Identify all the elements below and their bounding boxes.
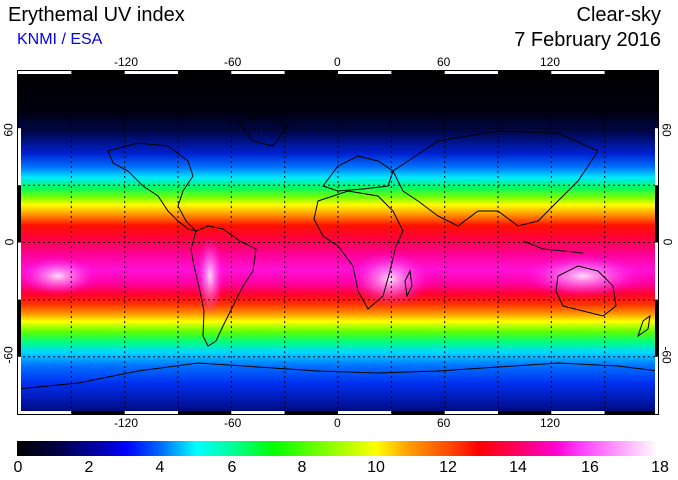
colorbar-tick-label: 14: [509, 459, 527, 476]
bottom-lon-label: -60: [224, 416, 242, 430]
colorbar: [17, 441, 658, 456]
uv-heatmap: [18, 71, 658, 414]
page-title: Erythemal UV index: [8, 4, 185, 26]
date-label: 7 February 2016: [514, 29, 661, 51]
condition-label: Clear-sky: [576, 4, 661, 26]
bottom-lon-label: 60: [437, 416, 451, 430]
bottom-lon-label: 0: [334, 416, 341, 430]
right-lat-label: 0: [660, 238, 675, 246]
left-lat-label: 0: [2, 238, 17, 246]
bottom-lon-label: 120: [540, 416, 561, 430]
source-label: KNMI / ESA: [17, 31, 103, 48]
top-lon-label: 120: [540, 55, 561, 69]
bottom-lon-label: -120: [114, 416, 139, 430]
colorbar-tick-label: 8: [297, 459, 307, 476]
uv-index-map: [17, 70, 659, 415]
colorbar-tick-label: 6: [227, 459, 237, 476]
left-lat-label: -60: [1, 346, 16, 364]
colorbar-tick-label: 18: [651, 459, 669, 476]
right-lat-label: -60: [659, 346, 674, 364]
right-lat-label: 60: [659, 123, 674, 137]
colorbar-tick-label: 12: [439, 459, 457, 476]
colorbar-tick-label: 10: [367, 459, 385, 476]
colorbar-tick-label: 16: [581, 459, 599, 476]
top-lon-label: -60: [224, 55, 242, 69]
top-lon-label: -120: [114, 55, 139, 69]
top-lon-label: 0: [334, 55, 341, 69]
colorbar-tick-label: 4: [155, 459, 165, 476]
left-lat-label: 60: [1, 123, 16, 137]
top-lon-label: 60: [437, 55, 451, 69]
colorbar-tick-label: 2: [84, 459, 94, 476]
colorbar-tick-label: 0: [13, 459, 23, 476]
